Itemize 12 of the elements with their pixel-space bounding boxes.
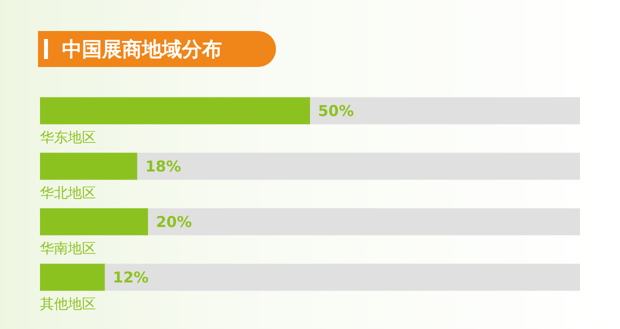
chart-title: 中国展商地域分布 — [62, 37, 222, 61]
data-label: 18% — [145, 157, 182, 176]
data-label: 50% — [318, 102, 354, 120]
bar — [40, 152, 138, 180]
y-tick-label: 华南地区 — [40, 240, 96, 257]
y-tick-label: 华东地区 — [40, 130, 96, 146]
data-label: 20% — [156, 212, 192, 231]
y-tick-label: 其他地区 — [40, 296, 96, 312]
data-label: 12% — [112, 268, 149, 286]
bar — [40, 208, 148, 236]
bar — [40, 264, 105, 291]
y-tick-label: 华北地区 — [40, 185, 96, 202]
